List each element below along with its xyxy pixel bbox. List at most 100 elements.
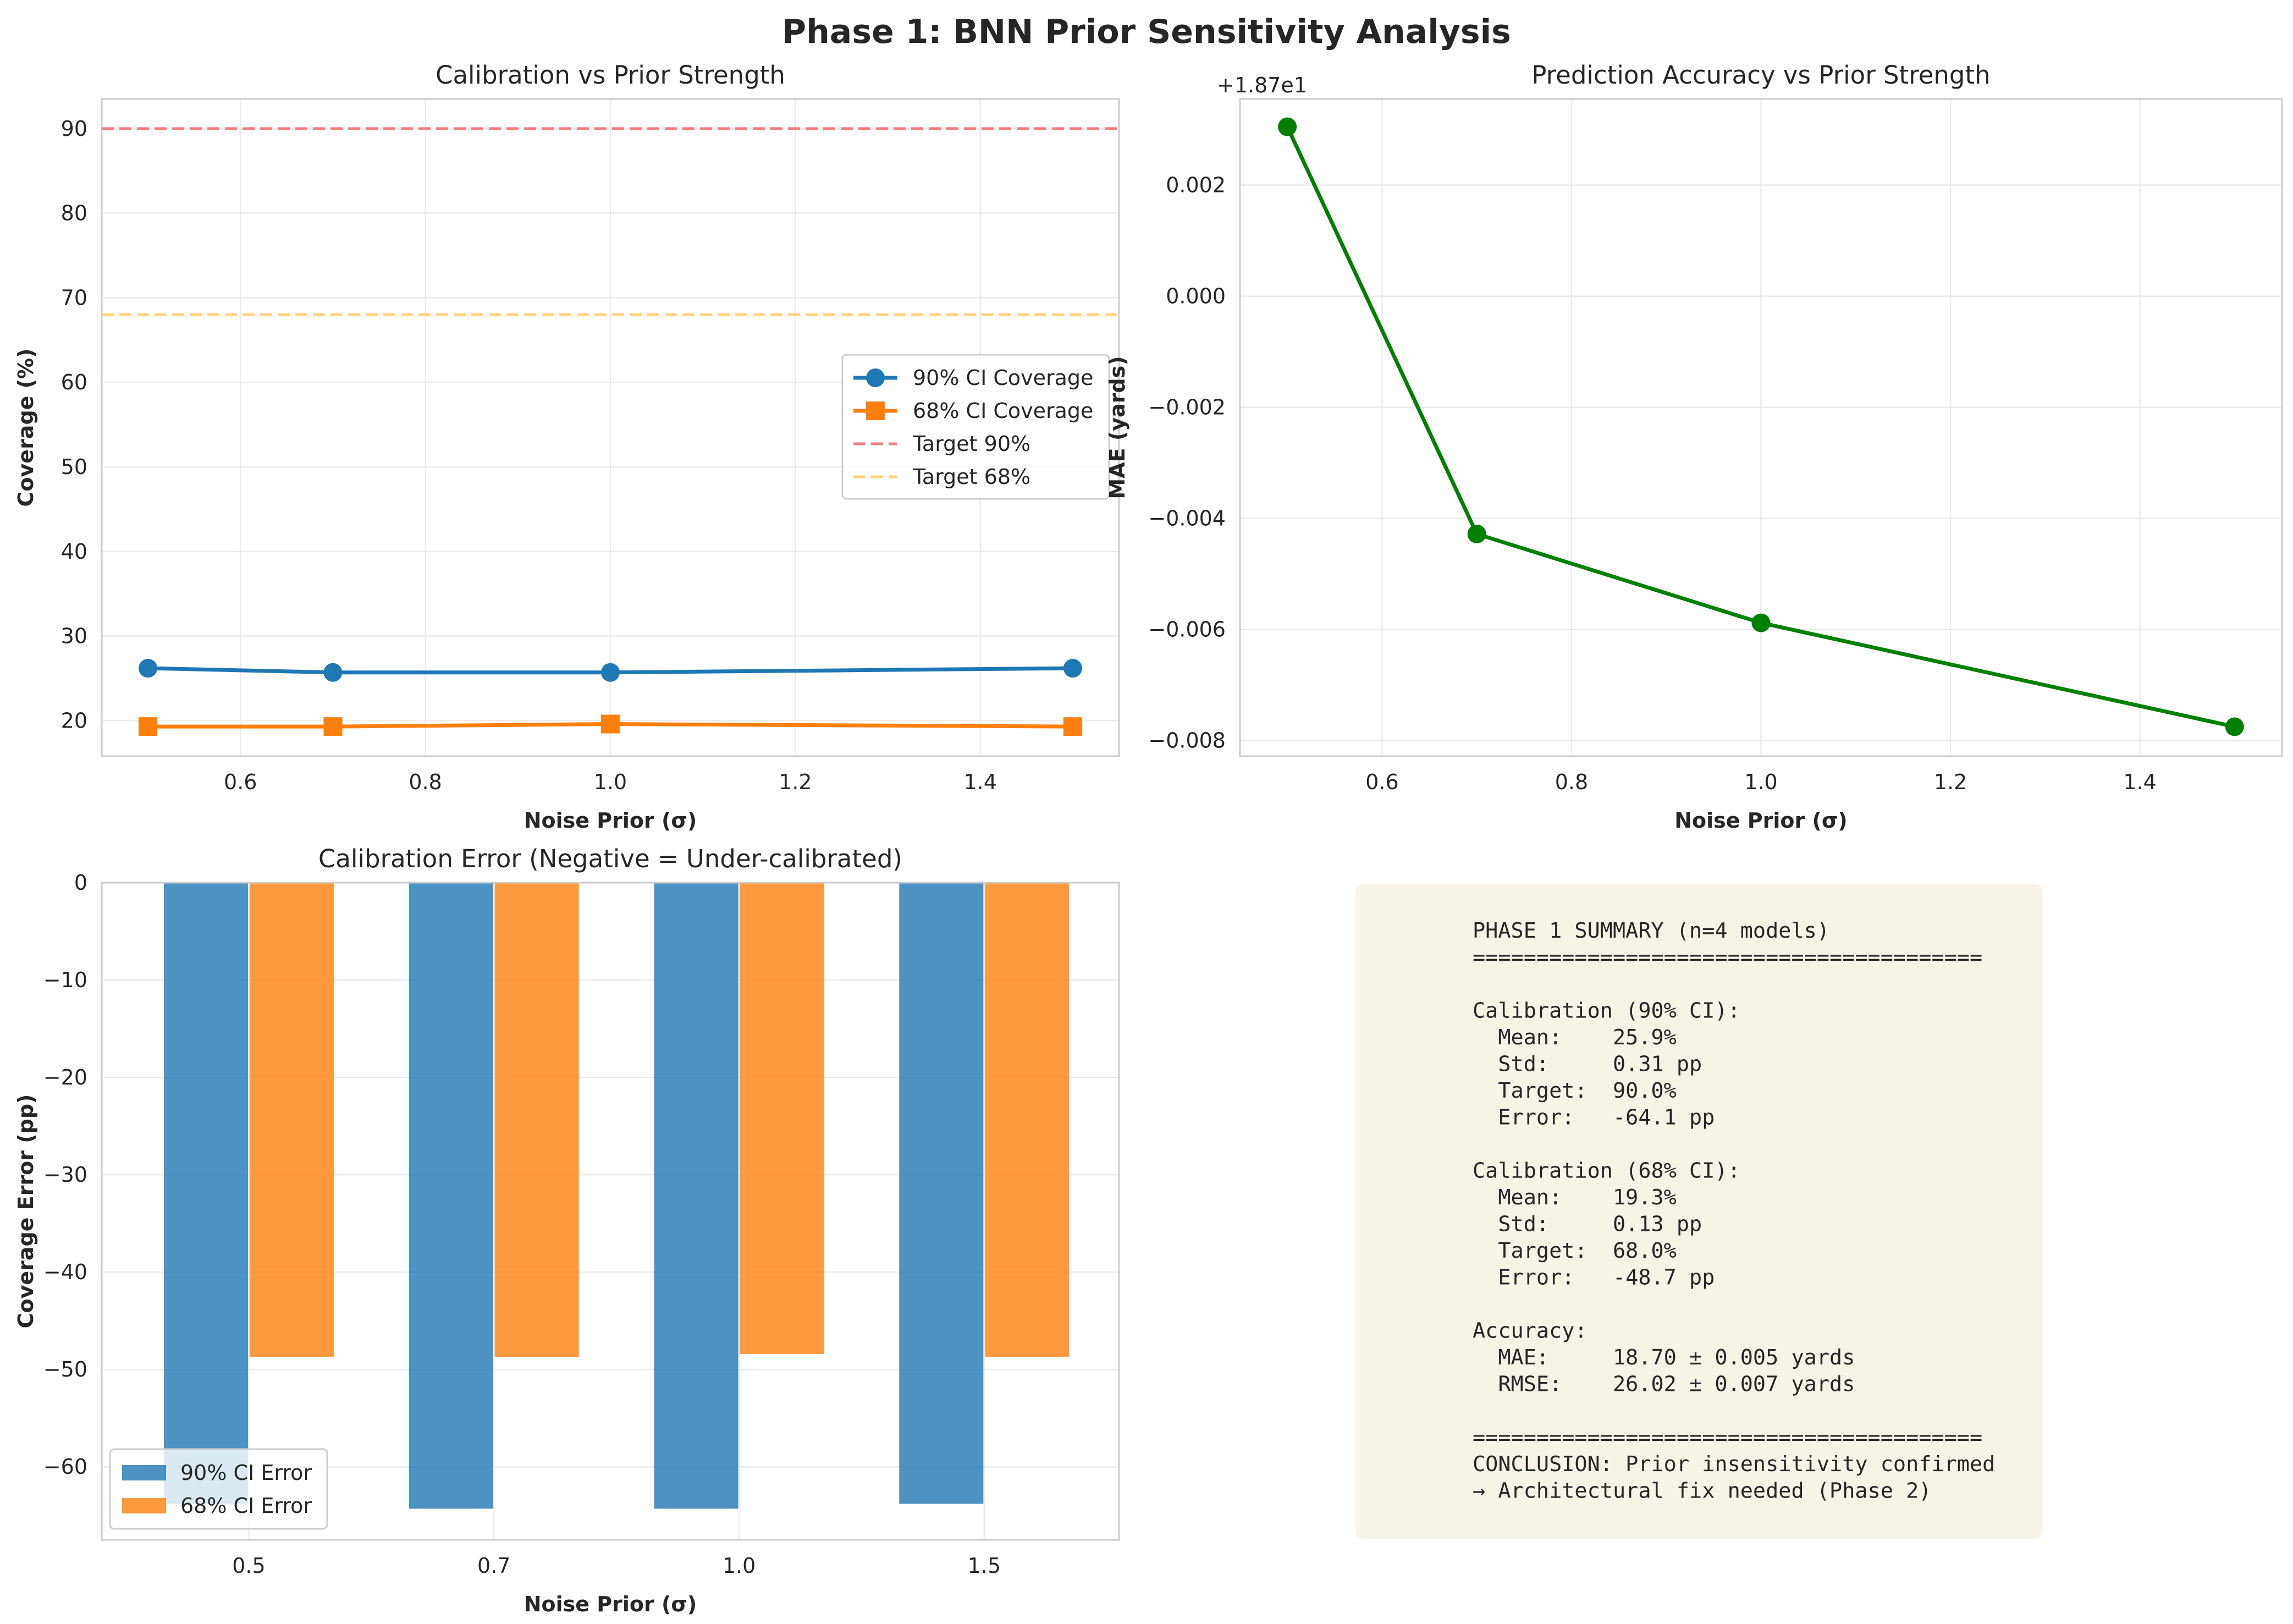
bar [899, 883, 984, 1504]
summary-panel: PHASE 1 SUMMARY (n=4 models)============… [1355, 884, 2043, 1539]
bar [494, 883, 579, 1357]
summary-line: Mean: 25.9% [1473, 1025, 1677, 1050]
y-tick-label: −0.006 [1148, 618, 1226, 642]
summary-line: CONCLUSION: Prior insensitivity confirme… [1473, 1452, 1995, 1477]
calibration-chart: 0.6 0.8 1.0 1.2 1.4 20 30 40 50 60 70 80 90 Calibrati… [14, 60, 1120, 833]
legend-label: Target 68% [912, 465, 1030, 489]
x-tick-label: 0.6 [1365, 770, 1398, 794]
y-tick-label: 50 [61, 455, 87, 479]
data-point [323, 663, 343, 682]
figure-suptitle: Phase 1: BNN Prior Sensitivity Analysis [782, 13, 1511, 51]
series-line-0 [148, 666, 1073, 675]
x-tick-label: 1.5 [968, 1554, 1001, 1578]
bar [249, 883, 334, 1357]
summary-line: Target: 90.0% [1473, 1078, 1677, 1103]
y-tick-label: 60 [61, 370, 87, 394]
summary-line: PHASE 1 SUMMARY (n=4 models) [1473, 918, 1829, 943]
summary-line: Std: 0.13 pp [1473, 1212, 1702, 1237]
y-tick-label: −0.004 [1148, 507, 1226, 531]
summary-line: MAE: 18.70 ± 0.005 yards [1473, 1345, 1855, 1370]
x-axis-label: Noise Prior (σ) [524, 808, 697, 833]
y-tick-label: 40 [61, 540, 87, 564]
y-offset-label: +1.87e1 [1217, 73, 1307, 97]
chart-title: Calibration Error (Negative = Under-cali… [318, 844, 902, 873]
legend-label: 90% CI Coverage [913, 366, 1093, 390]
data-point [1063, 659, 1082, 678]
chart-title: Prediction Accuracy vs Prior Strength [1531, 60, 1990, 90]
y-tick-label: −60 [43, 1455, 87, 1479]
data-point [601, 663, 620, 682]
data-point [323, 717, 343, 736]
y-tick-label: −10 [43, 968, 87, 992]
chart-title: Calibration vs Prior Strength [436, 60, 785, 90]
legend-label: 68% CI Error [180, 1494, 312, 1518]
legend-label: 68% CI Coverage [913, 399, 1093, 423]
x-tick-label: 0.6 [224, 770, 257, 794]
summary-line: Target: 68.0% [1473, 1238, 1677, 1263]
y-tick-label: 70 [61, 285, 87, 310]
summary-line: Accuracy: [1473, 1319, 1588, 1344]
x-axis-label: Noise Prior (σ) [524, 1592, 697, 1616]
bar [163, 883, 248, 1504]
y-tick-label: 30 [61, 624, 87, 648]
summary-line: Mean: 19.3% [1473, 1185, 1677, 1210]
data-point [139, 717, 158, 736]
calibration-error-chart: 0.5 0.7 1.0 1.5 0 −10 −20 −30 −40 −50 −60 Calibrati… [14, 844, 1120, 1616]
y-tick-label: 90 [61, 117, 87, 141]
bar [409, 883, 493, 1509]
data-point [1751, 613, 1771, 632]
x-tick-label: 1.4 [2123, 770, 2156, 794]
summary-line: Error: -48.7 pp [1473, 1265, 1715, 1290]
summary-line: Calibration (90% CI): [1473, 999, 1740, 1023]
y-tick-label: 0 [74, 871, 87, 895]
x-tick-label: 1.0 [1744, 770, 1777, 794]
data-point [1467, 524, 1486, 543]
data-point [139, 659, 158, 678]
axes-frame [1239, 98, 2283, 757]
y-tick-label: −0.008 [1148, 729, 1226, 753]
legend-marker [866, 368, 885, 387]
y-tick-label: −30 [43, 1163, 87, 1187]
legend-box [841, 354, 1110, 500]
summary-line: Calibration (68% CI): [1473, 1159, 1740, 1183]
summary-line: Error: -64.1 pp [1473, 1105, 1715, 1130]
y-axis-label: Coverage (%) [14, 349, 38, 507]
series-line-1 [148, 722, 1073, 729]
y-tick-label: −50 [43, 1357, 87, 1381]
x-tick-label: 0.5 [232, 1554, 265, 1578]
summary-box [1355, 884, 2043, 1539]
x-tick-label: 1.2 [1934, 770, 1967, 794]
summary-line: RMSE: 26.02 ± 0.007 yards [1473, 1372, 1855, 1397]
summary-line: ======================================== [1473, 945, 1982, 970]
x-tick-label: 1.4 [964, 770, 997, 794]
legend-swatch [122, 1498, 166, 1513]
y-axis-label: MAE (yards) [1105, 356, 1129, 499]
accuracy-chart: 0.6 0.8 1.0 1.2 1.4 −0.008 −0.006 −0.004 −0.002 0… [1105, 60, 2283, 833]
data-point [601, 714, 620, 734]
y-tick-label: 80 [61, 201, 87, 225]
bar [740, 883, 824, 1354]
axes-frame [101, 98, 1120, 757]
x-tick-label: 1.0 [594, 770, 627, 794]
y-tick-label: 0.002 [1166, 173, 1226, 197]
summary-line: ======================================== [1473, 1425, 1982, 1450]
legend-label: 90% CI Error [180, 1461, 312, 1485]
legend-label: Target 90% [912, 432, 1030, 456]
x-axis-label: Noise Prior (σ) [1674, 808, 1848, 833]
summary-line: Std: 0.31 pp [1473, 1052, 1702, 1077]
series-line-0 [1285, 126, 2235, 729]
y-tick-label: −0.002 [1148, 395, 1226, 420]
y-tick-label: 20 [61, 708, 87, 733]
data-point [1278, 117, 1297, 136]
x-tick-label: 0.7 [477, 1554, 510, 1578]
y-tick-label: 0.000 [1166, 284, 1226, 309]
summary-line: → Architectural fix needed (Phase 2) [1473, 1479, 1931, 1504]
x-tick-label: 1.2 [779, 770, 812, 794]
y-tick-label: −40 [43, 1260, 87, 1284]
x-tick-label: 0.8 [409, 770, 442, 794]
legend-marker [866, 401, 885, 420]
data-point [1063, 717, 1082, 736]
y-axis-label: Coverage Error (pp) [14, 1094, 38, 1329]
x-tick-label: 1.0 [723, 1554, 756, 1578]
